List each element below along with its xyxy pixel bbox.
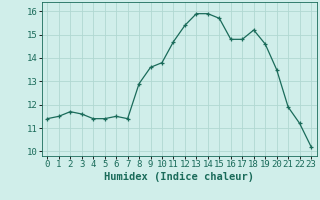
X-axis label: Humidex (Indice chaleur): Humidex (Indice chaleur) [104, 172, 254, 182]
